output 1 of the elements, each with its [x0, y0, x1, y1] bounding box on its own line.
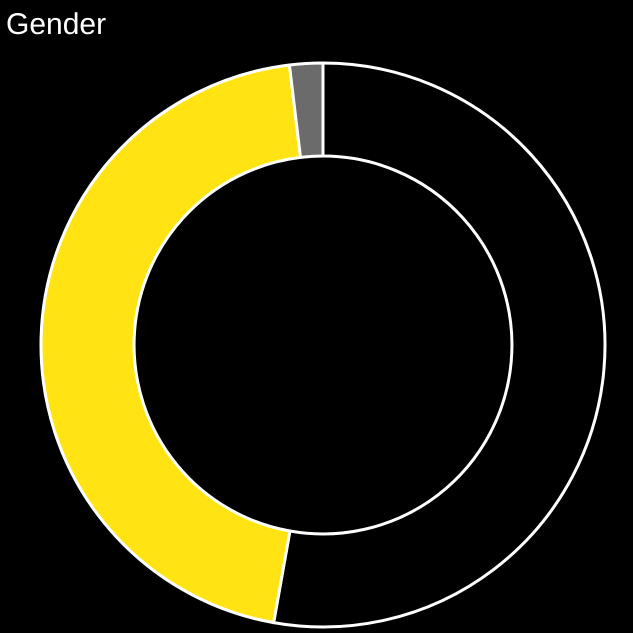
chart-title: Gender: [6, 8, 106, 41]
